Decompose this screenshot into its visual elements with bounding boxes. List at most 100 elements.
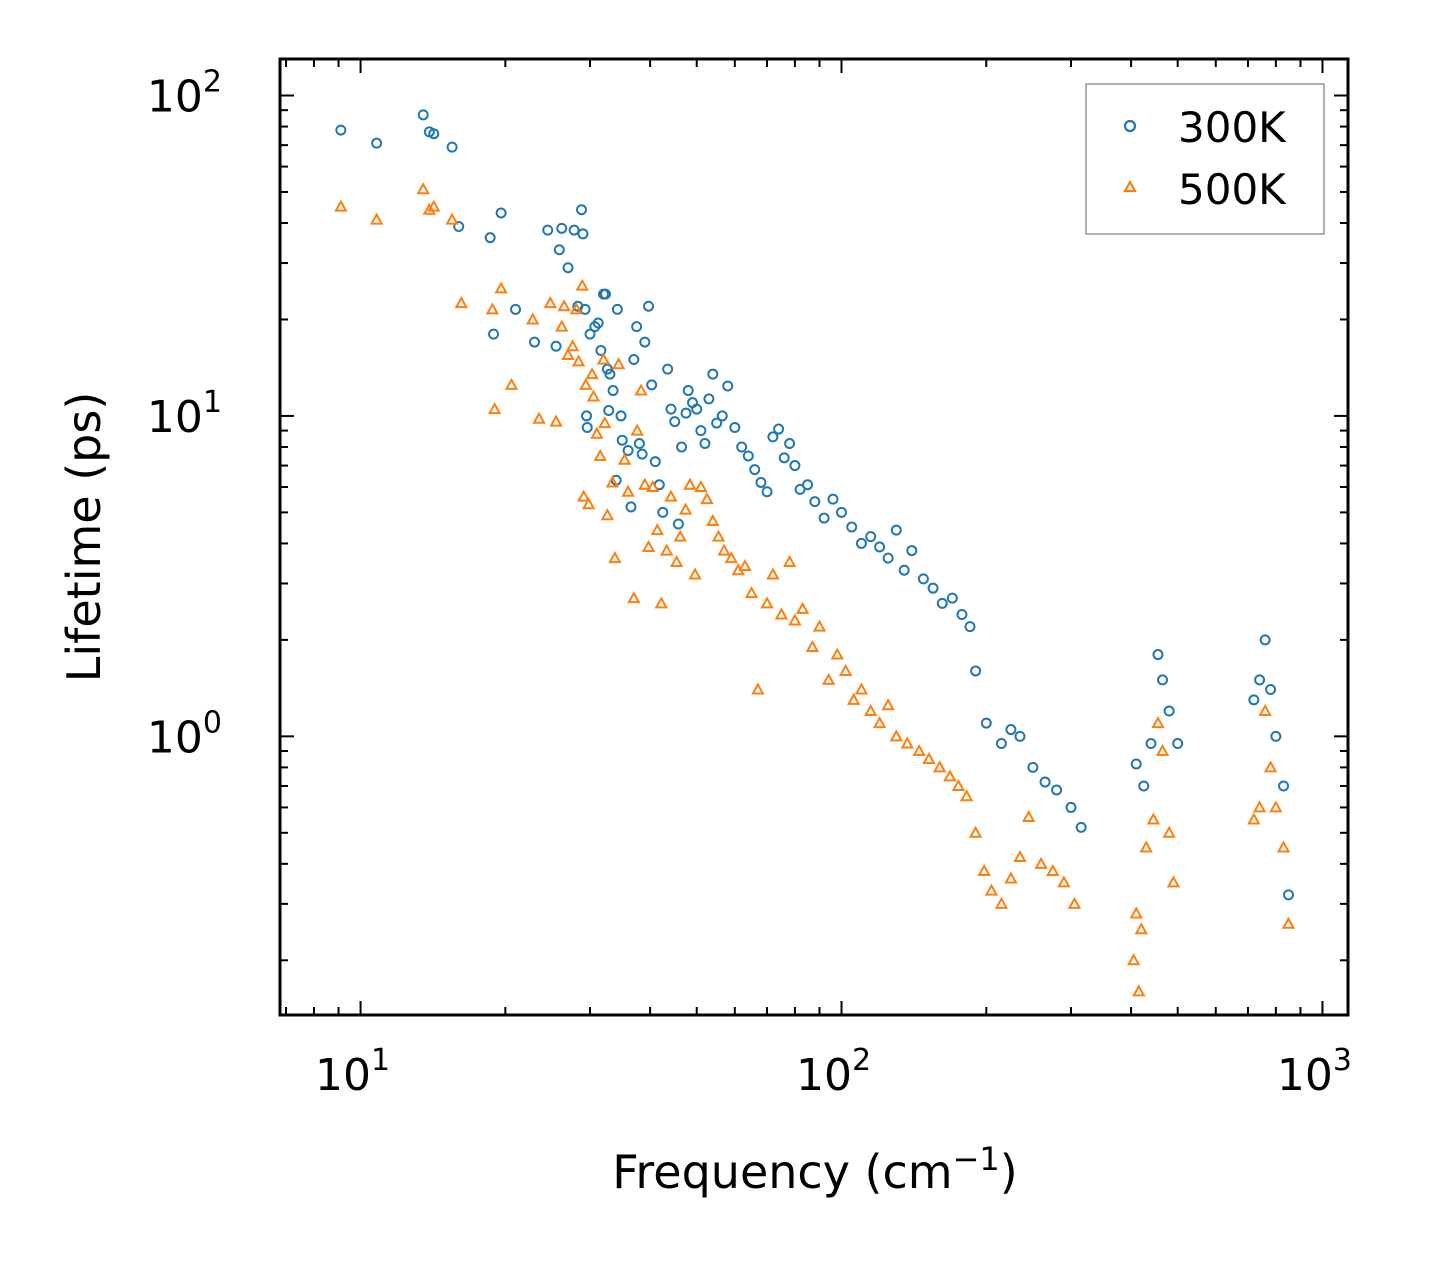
data-point-500k bbox=[532, 411, 546, 424]
data-point-500k bbox=[526, 312, 540, 325]
data-point-300k bbox=[789, 460, 801, 472]
data-point-500k bbox=[454, 296, 469, 309]
data-point-500k bbox=[504, 377, 519, 390]
data-point-300k bbox=[1152, 649, 1164, 661]
legend-marker-300k bbox=[1123, 119, 1137, 133]
data-point-500k bbox=[369, 212, 384, 225]
data-point-300k bbox=[1014, 730, 1026, 742]
data-point-300k bbox=[568, 224, 580, 236]
data-point-500k bbox=[774, 607, 789, 620]
data-point-500k bbox=[706, 513, 720, 526]
data-point-300k bbox=[550, 340, 562, 352]
data-point-500k bbox=[494, 281, 508, 294]
data-point-300k bbox=[1278, 780, 1290, 792]
data-point-300k bbox=[542, 224, 554, 236]
data-point-300k bbox=[809, 496, 821, 508]
data-point-500k bbox=[664, 489, 678, 502]
x-tick-label: 101 bbox=[315, 1043, 390, 1101]
data-point-300k bbox=[773, 423, 785, 435]
data-point-300k bbox=[970, 665, 982, 677]
data-point-300k bbox=[646, 379, 658, 391]
data-point-500k bbox=[579, 377, 593, 390]
data-point-500k bbox=[854, 682, 869, 695]
legend-box bbox=[1085, 83, 1325, 235]
data-point-300k bbox=[1027, 761, 1039, 773]
data-point-300k bbox=[1259, 634, 1271, 646]
data-point-500k bbox=[977, 863, 991, 876]
data-point-500k bbox=[760, 596, 774, 609]
data-point-300k bbox=[581, 422, 593, 434]
data-point-300k bbox=[956, 609, 968, 621]
data-point-300k bbox=[964, 621, 976, 633]
legend-label-500k: 500K bbox=[1178, 165, 1287, 214]
data-point-500k bbox=[881, 698, 895, 711]
data-point-500k bbox=[427, 199, 441, 212]
data-point-500k bbox=[1162, 825, 1176, 838]
data-point-500k bbox=[1281, 916, 1296, 929]
data-point-500k bbox=[1126, 953, 1141, 966]
series-300k bbox=[335, 109, 1295, 901]
data-point-300k bbox=[865, 531, 877, 543]
data-point-500k bbox=[598, 416, 612, 429]
data-point-300k bbox=[906, 545, 918, 557]
data-point-500k bbox=[872, 716, 887, 729]
data-point-300k bbox=[855, 537, 867, 549]
legend-label-300k: 300K bbox=[1178, 103, 1287, 152]
data-point-300k bbox=[691, 403, 703, 415]
data-point-500k bbox=[1046, 863, 1060, 876]
y-tick-label-base: 10 bbox=[147, 712, 203, 763]
data-point-500k bbox=[1151, 716, 1165, 729]
data-point-500k bbox=[641, 539, 656, 552]
data-point-500k bbox=[1139, 840, 1153, 853]
data-point-500k bbox=[846, 692, 861, 705]
data-point-300k bbox=[729, 422, 741, 434]
data-point-300k bbox=[453, 221, 465, 233]
data-point-300k bbox=[699, 438, 711, 450]
data-point-300k bbox=[428, 128, 440, 140]
data-point-300k bbox=[890, 524, 902, 536]
plot-frame bbox=[278, 57, 1350, 1017]
x-tick-label-base: 10 bbox=[796, 1050, 852, 1101]
data-point-500k bbox=[1004, 871, 1018, 884]
data-point-300k bbox=[510, 303, 522, 315]
data-point-500k bbox=[717, 543, 731, 556]
data-point-500k bbox=[600, 508, 615, 521]
data-point-300k bbox=[695, 425, 707, 437]
y-tick-label: 102 bbox=[147, 65, 222, 123]
data-point-500k bbox=[683, 477, 697, 490]
data-point-300k bbox=[446, 141, 458, 153]
data-point-300k bbox=[616, 434, 628, 446]
data-point-300k bbox=[576, 204, 588, 216]
data-point-300k bbox=[707, 368, 719, 380]
data-point-500k bbox=[549, 414, 563, 427]
data-point-300k bbox=[680, 407, 692, 419]
data-point-500k bbox=[738, 558, 752, 572]
data-point-500k bbox=[561, 347, 575, 360]
data-point-300k bbox=[633, 438, 645, 450]
y-tick-label: 100 bbox=[147, 705, 222, 763]
data-point-500k bbox=[673, 529, 687, 542]
data-point-300k bbox=[665, 403, 677, 415]
data-point-300k bbox=[417, 109, 429, 121]
data-point-300k bbox=[672, 518, 684, 530]
data-point-500k bbox=[627, 591, 641, 604]
data-point-500k bbox=[659, 543, 674, 556]
data-point-500k bbox=[621, 484, 635, 497]
data-point-500k bbox=[864, 703, 878, 716]
data-point-500k bbox=[634, 383, 648, 396]
data-point-300k bbox=[778, 452, 790, 464]
data-point-300k bbox=[628, 354, 640, 366]
data-point-500k bbox=[951, 778, 966, 791]
y-tick-label: 101 bbox=[147, 385, 222, 443]
data-point-500k bbox=[1013, 850, 1027, 863]
data-point-300k bbox=[649, 456, 661, 468]
data-point-500k bbox=[485, 302, 500, 315]
data-point-500k bbox=[994, 896, 1009, 909]
data-point-500k bbox=[943, 769, 957, 782]
data-point-300k bbox=[676, 441, 688, 453]
data-point-300k bbox=[657, 506, 669, 518]
data-point-500k bbox=[581, 497, 596, 510]
x-tick-label-exp: 2 bbox=[852, 1043, 871, 1078]
data-point-500k bbox=[821, 672, 836, 685]
data-point-500k bbox=[1276, 840, 1291, 853]
